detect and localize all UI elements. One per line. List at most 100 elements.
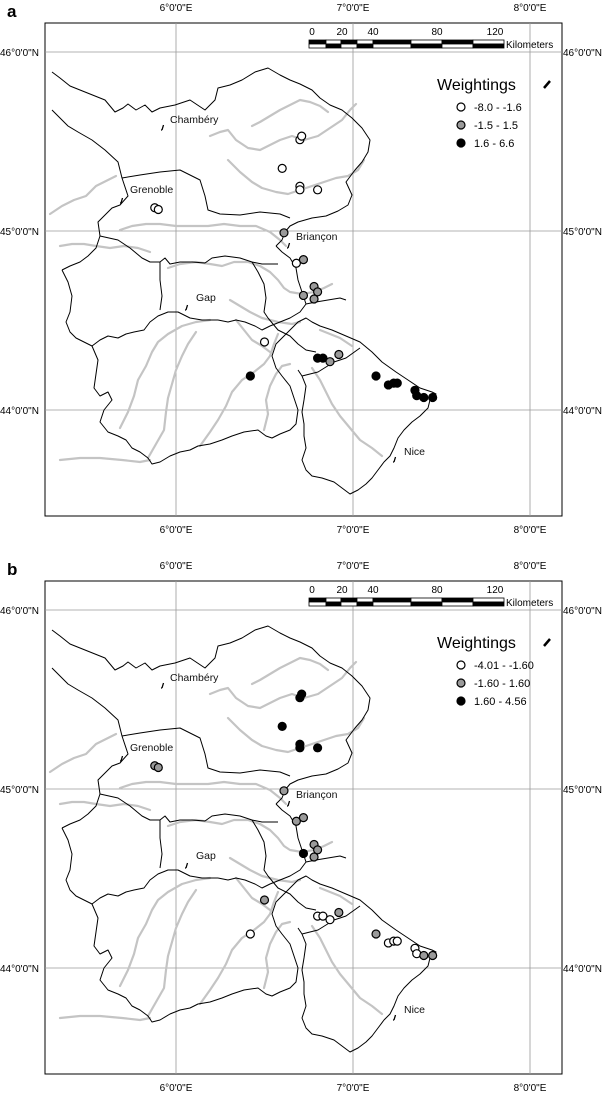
station-point (295, 185, 305, 195)
scale-segment (472, 39, 505, 45)
scale-unit-label: Kilometers (506, 40, 553, 51)
longitude-label: 7°0'0"E (337, 1083, 370, 1094)
station-point (295, 743, 305, 753)
river-line (58, 800, 152, 812)
scale-tick-label: 120 (487, 27, 504, 38)
station-point (313, 287, 323, 297)
latitude-label: 44°0'0"N (563, 406, 602, 417)
latitude-label: 45°0'0"N (0, 785, 39, 796)
city-label: Gap (196, 850, 216, 862)
station-point (313, 185, 323, 195)
latitude-label: 45°0'0"N (563, 785, 602, 796)
scale-segment (340, 597, 358, 603)
admin-border (267, 875, 317, 911)
coordinate-labels-a: 6°0'0"E 6°0'0"E 7°0'0"E 7°0'0"E 8°0'0"E 8°0'0… (0, 3, 602, 536)
admin-border (91, 317, 437, 495)
scale-tick-label: 20 (336, 585, 348, 596)
station-point (419, 392, 429, 403)
admin-border (159, 820, 163, 869)
graticule-a (45, 23, 562, 516)
latitude-label: 44°0'0"N (0, 964, 39, 975)
river-line (262, 920, 292, 990)
station-point (309, 294, 319, 304)
scale-segment (410, 39, 443, 45)
station-point (318, 353, 328, 363)
cities-b: Chambéry Grenoble Briançon Gap Nice (120, 672, 425, 1021)
station-point (298, 813, 309, 823)
station-point (334, 349, 344, 360)
scale-segment (308, 39, 327, 45)
city-label: Chambéry (170, 114, 219, 126)
scale-segment (372, 597, 412, 603)
city-marker-icon (161, 124, 165, 131)
scale-tick-label: 0 (309, 27, 315, 38)
river-line (198, 890, 280, 1006)
admin-border (51, 109, 129, 271)
station-point (297, 689, 307, 699)
river-line (118, 780, 288, 806)
map-svg-b: b Chambéry Grenoble Briançon Gap Nice 0 20 40 8… (0, 560, 602, 1094)
legend-swatch-low (456, 102, 466, 112)
admin-border (251, 819, 269, 877)
station-point (371, 371, 381, 381)
river-line (208, 660, 358, 710)
scale-segment (441, 39, 474, 45)
station-point (279, 786, 289, 796)
station-point (277, 721, 287, 731)
latitude-label: 46°0'0"N (563, 606, 602, 617)
river-line (58, 456, 152, 464)
river-line (146, 330, 198, 460)
station-point (297, 131, 307, 141)
scale-segment (356, 43, 374, 49)
map-svg-a: a Chambéry Grenoble Briançon Gap Nice 0 20 40 8… (0, 2, 602, 536)
scale-tick-label: 40 (367, 27, 379, 38)
latitude-label: 45°0'0"N (563, 227, 602, 238)
station-point (392, 936, 402, 946)
station-point (313, 743, 323, 753)
station-point (245, 929, 255, 939)
scale-segment (325, 601, 342, 607)
scale-segment (308, 597, 327, 603)
rivers-b (48, 656, 384, 1022)
scale-segment (340, 39, 358, 45)
station-point (277, 163, 287, 173)
admin-border (61, 827, 218, 905)
scale-segment (441, 597, 474, 603)
admin-border (99, 235, 278, 265)
river-line (228, 856, 302, 884)
station-point (259, 895, 270, 905)
river-line (58, 1014, 152, 1022)
longitude-label: 7°0'0"E (337, 561, 370, 572)
station-point (298, 255, 309, 265)
station-point (279, 228, 289, 238)
city-marker-icon (287, 800, 291, 807)
longitude-label: 7°0'0"E (337, 3, 370, 14)
city-label: Nice (404, 446, 425, 458)
scale-segment (325, 43, 342, 49)
station-point (298, 848, 309, 859)
city-label: Nice (404, 1004, 425, 1016)
scale-segment (472, 601, 505, 607)
city-marker-icon (287, 242, 291, 249)
north-arrow-icon (543, 638, 551, 647)
station-point (291, 816, 301, 826)
scale-tick-label: 80 (431, 585, 443, 596)
longitude-label: 6°0'0"E (160, 561, 193, 572)
river-line (198, 332, 280, 448)
scale-tick-label: 80 (431, 27, 443, 38)
cities-a: Chambéry Grenoble Briançon Gap Nice (120, 114, 425, 463)
legend-class-mid: -1.60 - 1.60 (474, 678, 530, 690)
legend-a: Weightings -8.0 - -1.6 -1.5 - 1.5 1.6 - … (437, 77, 551, 150)
admin-border (61, 269, 218, 347)
scale-unit-label: Kilometers (506, 598, 553, 609)
legend-title: Weightings (437, 77, 516, 94)
city-marker-icon (185, 862, 189, 869)
city-label: Gap (196, 292, 216, 304)
river-line (234, 876, 272, 912)
coordinate-labels-b: 6°0'0"E 6°0'0"E 7°0'0"E 7°0'0"E 8°0'0"E 8°0'0… (0, 561, 602, 1094)
city-label: Briançon (296, 231, 338, 243)
scale-segment (356, 597, 374, 603)
river-line (58, 242, 152, 254)
legend-swatch-high (456, 138, 466, 148)
